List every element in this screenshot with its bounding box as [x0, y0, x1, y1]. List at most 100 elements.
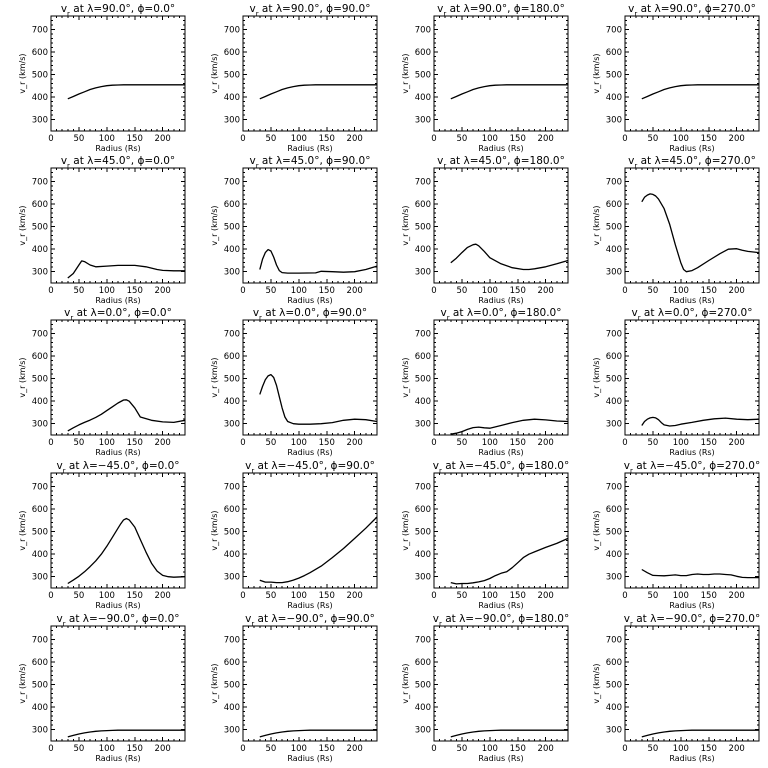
y-tick-label: 500	[32, 71, 48, 81]
y-tick-label: 500	[606, 681, 622, 691]
panel-0-0: vr at λ=90.0°, ϕ=0.0° 0 50 100 150 200 300 400 5…	[18, 3, 186, 153]
panel-2-2: vr at λ=0.0°, ϕ=180.0° 0 50 100 150 200 300 400…	[401, 307, 569, 457]
series-line	[259, 373, 378, 425]
x-tick-label: 200	[155, 286, 171, 296]
panel-1-1: vr at λ=45.0°, ϕ=90.0° 0 50 100 150 200 300 400…	[210, 155, 378, 305]
x-tick-label: 150	[510, 744, 526, 754]
x-tick-label: 100	[673, 286, 689, 296]
y-tick-label: 600	[606, 658, 622, 668]
x-tick-label: 50	[266, 438, 277, 448]
y-axis-label: v_r (km/s)	[401, 53, 410, 93]
series-line	[67, 84, 185, 100]
x-tick-label: 100	[291, 286, 307, 296]
x-tick-label: 200	[538, 591, 554, 601]
y-axis-label: v_r (km/s)	[18, 357, 27, 397]
y-tick-label: 400	[606, 245, 622, 255]
x-tick-label: 0	[622, 438, 627, 448]
panel-1-3: vr at λ=45.0°, ϕ=270.0° 0 50 100 150 200 300 40…	[592, 155, 760, 305]
x-tick-label: 0	[431, 134, 436, 144]
x-axis-label: Radius (Rs)	[287, 448, 332, 457]
x-tick-label: 50	[74, 744, 85, 754]
y-tick-label: 700	[606, 178, 622, 188]
x-axis-label: Radius (Rs)	[287, 601, 332, 610]
y-tick-label: 300	[32, 420, 48, 430]
x-tick-label: 50	[74, 438, 85, 448]
x-axis-label: Radius (Rs)	[478, 754, 523, 763]
plot-frame	[50, 319, 186, 436]
y-tick-label: 700	[32, 178, 48, 188]
x-axis-label: Radius (Rs)	[478, 448, 523, 457]
x-tick-label: 0	[48, 438, 53, 448]
y-axis-label: v_r (km/s)	[592, 663, 601, 703]
y-tick-label: 600	[606, 505, 622, 515]
y-tick-label: 400	[32, 245, 48, 255]
y-tick-label: 600	[415, 48, 431, 58]
x-tick-label: 200	[155, 591, 171, 601]
x-axis-label: Radius (Rs)	[95, 448, 140, 457]
y-axis-label: v_r (km/s)	[18, 510, 27, 550]
y-tick-label: 300	[224, 420, 240, 430]
y-tick-label: 300	[606, 116, 622, 126]
y-tick-label: 300	[415, 726, 431, 736]
x-tick-label: 0	[48, 744, 53, 754]
series-line	[641, 729, 759, 738]
panel-1-0: vr at λ=45.0°, ϕ=0.0° 0 50 100 150 200 300 400 5…	[18, 155, 186, 305]
x-axis-label: Radius (Rs)	[478, 601, 523, 610]
x-tick-label: 50	[457, 286, 468, 296]
x-tick-label: 200	[155, 438, 171, 448]
panel-title: vr at λ=−90.0°, ϕ=90.0°	[245, 613, 375, 628]
x-tick-label: 150	[701, 134, 717, 144]
y-tick-label: 700	[32, 636, 48, 646]
x-tick-label: 50	[648, 286, 659, 296]
x-tick-label: 100	[673, 591, 689, 601]
x-tick-label: 100	[482, 286, 498, 296]
plot-frame	[433, 319, 569, 436]
x-axis-label: Radius (Rs)	[478, 296, 523, 305]
y-tick-label: 500	[415, 528, 431, 538]
y-tick-label: 300	[32, 726, 48, 736]
y-tick-label: 400	[224, 397, 240, 407]
panel-title: vr at λ=45.0°, ϕ=0.0°	[61, 155, 175, 170]
plot-frame	[624, 625, 760, 742]
panel-title: vr at λ=−45.0°, ϕ=0.0°	[56, 460, 179, 475]
x-tick-label: 200	[729, 744, 745, 754]
plot-frame	[242, 167, 378, 284]
y-tick-label: 300	[224, 726, 240, 736]
series-line	[67, 517, 186, 585]
plot-frame	[624, 319, 760, 436]
y-tick-label: 300	[415, 573, 431, 583]
x-tick-label: 200	[729, 591, 745, 601]
series-line	[259, 84, 377, 100]
x-tick-label: 150	[701, 286, 717, 296]
y-tick-label: 400	[32, 93, 48, 103]
x-tick-label: 200	[538, 134, 554, 144]
y-tick-label: 600	[415, 505, 431, 515]
x-tick-label: 150	[319, 286, 335, 296]
y-axis-label: v_r (km/s)	[592, 357, 601, 397]
panel-title: vr at λ=90.0°, ϕ=270.0°	[628, 3, 756, 18]
plot-frame	[624, 15, 760, 132]
x-tick-label: 0	[48, 591, 53, 601]
x-tick-label: 50	[648, 591, 659, 601]
x-axis-label: Radius (Rs)	[669, 296, 714, 305]
series-line	[450, 418, 569, 435]
x-tick-label: 50	[457, 591, 468, 601]
plot-frame	[433, 625, 569, 742]
series-line	[641, 568, 759, 579]
series-line	[259, 516, 378, 584]
x-tick-label: 200	[347, 438, 363, 448]
y-tick-label: 600	[224, 352, 240, 362]
plot-frame	[433, 15, 569, 132]
y-axis-label: v_r (km/s)	[592, 205, 601, 245]
x-tick-label: 50	[457, 438, 468, 448]
y-tick-label: 300	[606, 420, 622, 430]
y-axis-label: v_r (km/s)	[210, 53, 219, 93]
panel-title: vr at λ=45.0°, ϕ=90.0°	[249, 155, 370, 170]
x-tick-label: 0	[431, 286, 436, 296]
x-axis-label: Radius (Rs)	[669, 144, 714, 153]
x-axis-label: Radius (Rs)	[287, 754, 332, 763]
x-axis-label: Radius (Rs)	[95, 296, 140, 305]
panel-4-1: vr at λ=−90.0°, ϕ=90.0° 0 50 100 150 200 300 40…	[210, 613, 378, 763]
x-tick-label: 150	[127, 744, 143, 754]
y-tick-label: 500	[224, 375, 240, 385]
